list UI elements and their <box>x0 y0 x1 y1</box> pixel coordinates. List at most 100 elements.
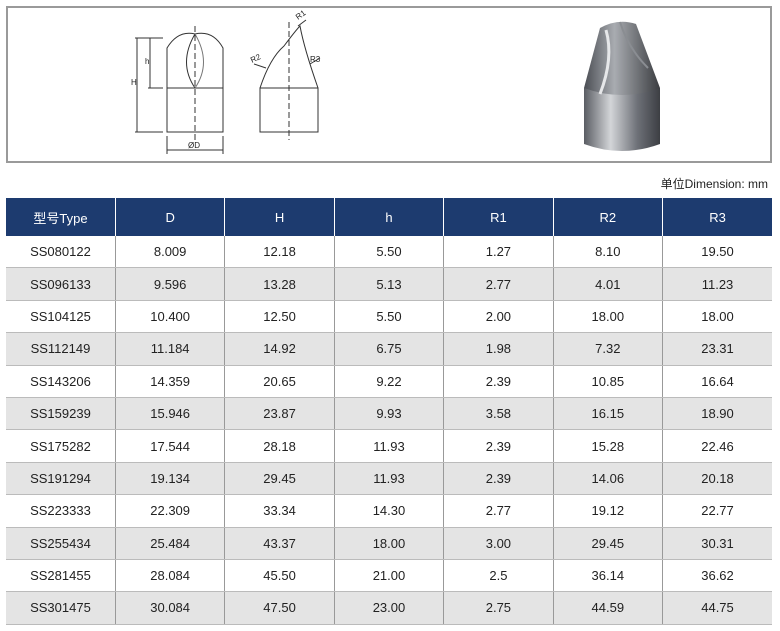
table-cell: 22.77 <box>662 494 772 528</box>
table-cell: 23.87 <box>224 397 335 431</box>
table-cell: 15.946 <box>115 397 226 431</box>
table-cell: SS175282 <box>6 429 116 463</box>
table-cell: 17.544 <box>115 429 226 463</box>
table-row: SS143206 14.359 20.65 9.22 2.39 10.85 16.64 <box>6 365 772 398</box>
header-cell: R3 <box>662 198 772 236</box>
header-cell: H <box>224 198 335 236</box>
table-row: SS080122 8.009 12.18 5.50 1.27 8.10 19.50 <box>6 236 772 269</box>
table-cell: 36.14 <box>553 559 664 593</box>
table-cell: 4.01 <box>553 267 664 301</box>
drawing-panel: H h ØD R1 R2 R3 <box>6 6 772 163</box>
table-cell: SS301475 <box>6 591 116 625</box>
table-cell: SS096133 <box>6 267 116 301</box>
table-cell: 2.77 <box>443 494 554 528</box>
header-cell: R1 <box>443 198 554 236</box>
table-cell: 16.64 <box>662 365 772 398</box>
table-cell: 14.359 <box>115 365 226 398</box>
table-cell: 36.62 <box>662 559 772 593</box>
table-row: SS104125 10.400 12.50 5.50 2.00 18.00 18.00 <box>6 300 772 334</box>
table-cell: 30.31 <box>662 527 772 560</box>
table-cell: 29.45 <box>553 527 664 560</box>
table-cell: 2.77 <box>443 267 554 301</box>
table-cell: 19.134 <box>115 462 226 496</box>
table-cell: 9.93 <box>334 397 445 431</box>
dim-label: ØD <box>188 141 200 150</box>
table-cell: 11.93 <box>334 462 445 496</box>
table-row: SS281455 28.084 45.50 21.00 2.5 36.14 36.62 <box>6 559 772 593</box>
table-cell: 25.484 <box>115 527 226 560</box>
table-row: SS175282 17.544 28.18 11.93 2.39 15.28 22.46 <box>6 429 772 463</box>
table-cell: 12.18 <box>224 236 335 269</box>
table-row: SS096133 9.596 13.28 5.13 2.77 4.01 11.23 <box>6 267 772 301</box>
table-cell: 5.50 <box>334 236 445 269</box>
unit-note: 单位Dimension: mm <box>660 177 768 191</box>
table-cell: 15.28 <box>553 429 664 463</box>
table-cell: 11.184 <box>115 332 226 366</box>
header-cell: 型号Type <box>6 198 116 236</box>
table-cell: 21.00 <box>334 559 445 593</box>
table-cell: 30.084 <box>115 591 226 625</box>
dim-label: R3 <box>310 55 321 64</box>
table-cell: 2.00 <box>443 300 554 334</box>
table-cell: 28.18 <box>224 429 335 463</box>
table-cell: 45.50 <box>224 559 335 593</box>
table-cell: SS255434 <box>6 527 116 560</box>
table-cell: 7.32 <box>553 332 664 366</box>
table-cell: 5.50 <box>334 300 445 334</box>
table-cell: 47.50 <box>224 591 335 625</box>
table-cell: SS191294 <box>6 462 116 496</box>
table-cell: 19.12 <box>553 494 664 528</box>
table-cell: 10.85 <box>553 365 664 398</box>
table-cell: 1.27 <box>443 236 554 269</box>
table-cell: 29.45 <box>224 462 335 496</box>
table-cell: 14.30 <box>334 494 445 528</box>
table-cell: 18.00 <box>662 300 772 334</box>
table-cell: 11.23 <box>662 267 772 301</box>
table-cell: 3.58 <box>443 397 554 431</box>
table-row: SS159239 15.946 23.87 9.93 3.58 16.15 18.90 <box>6 397 772 431</box>
table-cell: 18.00 <box>553 300 664 334</box>
table-row: SS255434 25.484 43.37 18.00 3.00 29.45 30.31 <box>6 527 772 560</box>
table-cell: 22.309 <box>115 494 226 528</box>
table-cell: 2.39 <box>443 365 554 398</box>
header-cell: D <box>115 198 226 236</box>
table-cell: 13.28 <box>224 267 335 301</box>
table-cell: 8.009 <box>115 236 226 269</box>
table-cell: 1.98 <box>443 332 554 366</box>
table-cell: 23.00 <box>334 591 445 625</box>
table-cell: 43.37 <box>224 527 335 560</box>
table-cell: 44.59 <box>553 591 664 625</box>
table-cell: 9.596 <box>115 267 226 301</box>
table-cell: SS112149 <box>6 332 116 366</box>
table-cell: SS223333 <box>6 494 116 528</box>
table-cell: 23.31 <box>662 332 772 366</box>
table-cell: 10.400 <box>115 300 226 334</box>
dim-label: R1 <box>294 8 308 22</box>
table-row: SS301475 30.084 47.50 23.00 2.75 44.59 44.75 <box>6 591 772 625</box>
table-cell: 11.93 <box>334 429 445 463</box>
table-cell: 28.084 <box>115 559 226 593</box>
table-row: SS191294 19.134 29.45 11.93 2.39 14.06 20.18 <box>6 462 772 496</box>
drawing: H h ØD R1 R2 R3 <box>131 8 660 154</box>
table-row: SS112149 11.184 14.92 6.75 1.98 7.32 23.31 <box>6 332 772 366</box>
dim-label: h <box>145 57 149 66</box>
table-cell: 2.39 <box>443 462 554 496</box>
table-cell: 18.90 <box>662 397 772 431</box>
table-cell: 20.65 <box>224 365 335 398</box>
table-row: SS223333 22.309 33.34 14.30 2.77 19.12 22.77 <box>6 494 772 528</box>
table-cell: SS281455 <box>6 559 116 593</box>
table-cell: SS080122 <box>6 236 116 269</box>
table-cell: 3.00 <box>443 527 554 560</box>
table-cell: 12.50 <box>224 300 335 334</box>
table-cell: 9.22 <box>334 365 445 398</box>
dim-label: H <box>131 78 137 87</box>
table-cell: SS143206 <box>6 365 116 398</box>
table-cell: SS159239 <box>6 397 116 431</box>
table-cell: 14.06 <box>553 462 664 496</box>
table-cell: 20.18 <box>662 462 772 496</box>
table-cell: 16.15 <box>553 397 664 431</box>
table-cell: 2.5 <box>443 559 554 593</box>
